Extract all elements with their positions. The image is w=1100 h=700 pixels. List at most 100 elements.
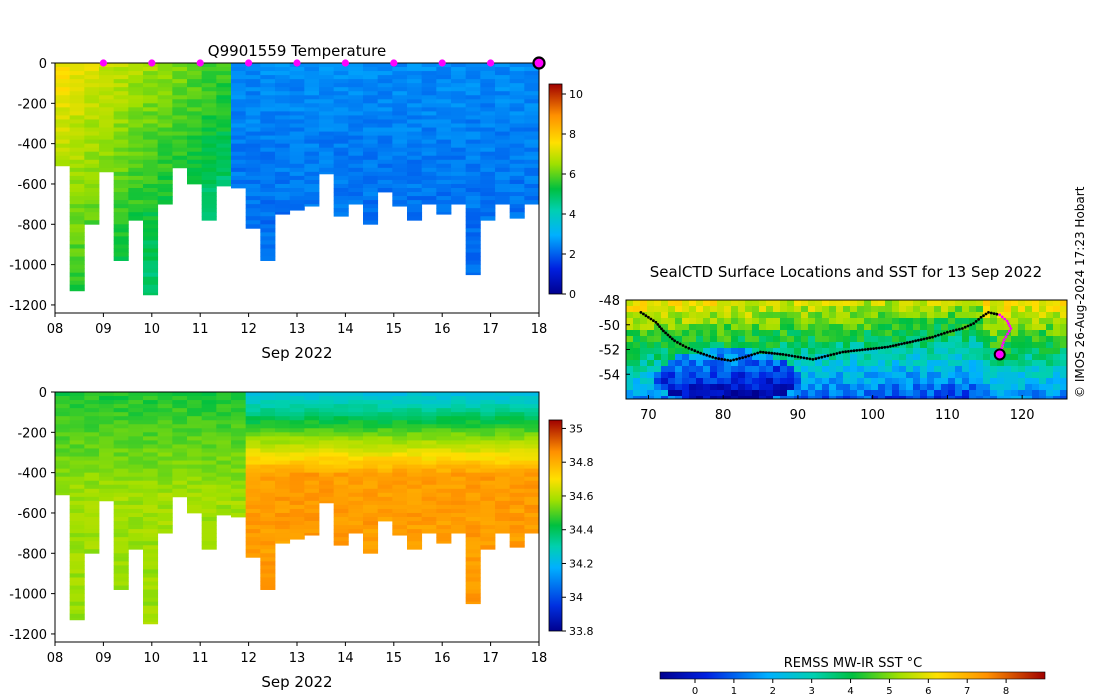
section-cell — [421, 127, 437, 132]
section-cell — [304, 517, 320, 522]
section-cell — [69, 188, 85, 193]
colorbar-tick-label: 35 — [569, 422, 583, 435]
section-cell — [231, 111, 247, 116]
section-cell — [348, 476, 364, 482]
section-cell — [436, 71, 452, 76]
sst-cell — [752, 348, 760, 355]
sst-cell — [857, 312, 865, 319]
section-cell — [260, 508, 276, 514]
section-cell — [187, 99, 203, 104]
section-cell — [69, 127, 85, 132]
sst-cell — [654, 384, 662, 391]
sst-cell — [626, 354, 634, 361]
section-cell — [509, 504, 525, 510]
sst-cell — [941, 306, 949, 313]
sst-cell — [724, 390, 732, 397]
section-cell — [55, 468, 71, 474]
section-cell — [99, 452, 115, 457]
section-cell — [392, 529, 408, 534]
sst-cell — [941, 396, 949, 400]
section-cell — [172, 99, 188, 104]
section-cell — [480, 448, 496, 453]
section-cell — [55, 123, 71, 128]
sst-cell — [920, 318, 928, 325]
section-cell — [260, 71, 276, 76]
section-cell — [55, 163, 71, 167]
sst-cell — [913, 312, 921, 319]
sst-cell — [948, 384, 956, 391]
sst-cell — [969, 366, 977, 373]
section-cell — [363, 508, 379, 514]
section-cell — [377, 123, 393, 128]
sst-cell — [878, 354, 886, 361]
sst-cell — [878, 378, 886, 385]
section-cell — [113, 103, 129, 108]
sst-cell — [892, 330, 900, 337]
section-cell — [143, 171, 159, 177]
section-cell — [84, 432, 100, 437]
section-cell — [113, 440, 129, 445]
sst-cell — [710, 378, 718, 385]
section-cell — [333, 512, 349, 518]
section-cell — [348, 456, 364, 461]
section-cell — [275, 123, 291, 128]
sst-cell — [1053, 342, 1061, 349]
section-cell — [201, 436, 217, 441]
sst-cell — [696, 378, 704, 385]
sst-cell — [1046, 318, 1054, 325]
sst-cell — [710, 300, 718, 307]
temperature-x-axis: 08 09 10 11 12 13 14 15 16 17 18 — [47, 313, 547, 337]
section-cell — [99, 448, 115, 453]
track-point — [995, 312, 999, 316]
section-cell — [69, 605, 85, 611]
section-cell — [509, 456, 525, 461]
section-cell — [69, 553, 85, 558]
section-cell — [407, 212, 423, 217]
section-cell — [113, 456, 129, 461]
track-point — [705, 353, 709, 357]
section-cell — [524, 416, 540, 421]
section-cell — [377, 400, 393, 405]
section-cell — [143, 529, 159, 534]
sst-cell — [871, 366, 879, 373]
section-cell — [289, 517, 305, 522]
section-cell — [495, 103, 511, 108]
track-point — [889, 345, 892, 348]
sst-cell — [941, 384, 949, 391]
section-cell — [451, 400, 467, 405]
section-cell — [509, 492, 525, 498]
section-cell — [216, 432, 232, 437]
y-tick-label: -1000 — [9, 259, 47, 274]
section-cell — [245, 163, 261, 169]
section-cell — [187, 468, 203, 474]
section-cell — [69, 545, 85, 550]
section-cell — [495, 123, 511, 128]
section-cell — [201, 123, 217, 128]
section-cell — [113, 392, 129, 397]
section-cell — [509, 147, 525, 153]
section-cell — [524, 424, 540, 429]
section-cell — [128, 87, 144, 92]
section-cell — [480, 545, 496, 550]
sst-cell — [955, 330, 963, 337]
section-cell — [289, 476, 305, 482]
section-cell — [289, 537, 305, 540]
sst-cell — [787, 366, 795, 373]
section-cell — [333, 95, 349, 100]
sst-cell — [822, 366, 830, 373]
section-cell — [495, 488, 511, 494]
section-cell — [377, 464, 393, 470]
section-cell — [421, 456, 437, 461]
section-cell — [451, 119, 467, 124]
section-cell — [260, 147, 276, 153]
track-point — [841, 350, 845, 354]
sst-cell — [997, 306, 1005, 313]
section-cell — [465, 392, 481, 397]
section-cell — [377, 460, 393, 465]
sst-cell — [941, 342, 949, 349]
section-cell — [348, 115, 364, 120]
sst-cell — [836, 360, 844, 367]
sst-cell — [661, 312, 669, 319]
sst-cell — [962, 342, 970, 349]
